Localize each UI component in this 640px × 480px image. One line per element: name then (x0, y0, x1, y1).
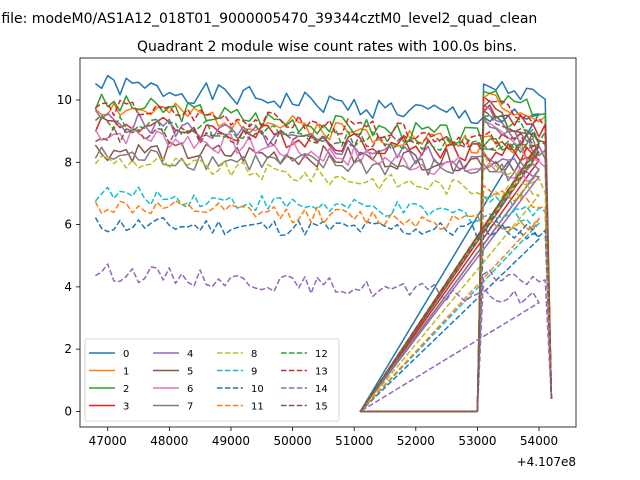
y-tick-label: 0 (64, 404, 72, 418)
legend-label: 2 (123, 384, 129, 395)
legend-label: 4 (187, 349, 193, 360)
series-line-13 (94, 95, 553, 413)
figure-suptitle: n file: modeM0/AS1A12_018T01_9000005470_… (0, 11, 537, 27)
series-line-14 (95, 263, 553, 413)
series-line-4 (94, 104, 553, 413)
legend-label: 12 (315, 349, 328, 360)
y-tick-label: 8 (64, 155, 72, 169)
legend-label: 9 (251, 367, 257, 378)
legend-label: 14 (315, 384, 328, 395)
legend-label: 13 (315, 367, 328, 378)
legend-label: 3 (123, 402, 129, 413)
legend-label: 7 (187, 402, 193, 413)
plot-lines (94, 74, 553, 413)
y-tick-label: 10 (57, 93, 72, 107)
y-tick-label: 4 (64, 280, 72, 294)
series-line-11 (94, 184, 553, 413)
legend-label: 1 (123, 367, 129, 378)
series-line-9 (94, 186, 553, 413)
x-tick-label: 50000 (273, 434, 311, 448)
legend-label: 5 (187, 367, 193, 378)
plot-frame (79, 57, 577, 428)
legend-label: 15 (315, 402, 328, 413)
series-line-3 (94, 104, 553, 413)
series-line-12 (94, 114, 553, 413)
series-line-0 (94, 74, 553, 413)
series-line-8 (94, 151, 553, 413)
x-tick-label: 53000 (458, 434, 496, 448)
legend-box (84, 338, 340, 422)
y-axis: 0 2 4 6 8 10 (57, 93, 80, 418)
x-tick-label: 47000 (89, 434, 127, 448)
chart-title: Quadrant 2 module wise count rates with … (137, 39, 517, 55)
x-tick-label: 52000 (397, 434, 435, 448)
legend-label: 11 (251, 402, 264, 413)
y-tick-label: 6 (64, 218, 72, 232)
legend-label: 0 (123, 349, 129, 360)
x-tick-label: 48000 (150, 434, 188, 448)
x-tick-label: 54000 (520, 434, 558, 448)
series-line-15 (95, 109, 553, 413)
x-offset-label: +4.107e8 (517, 455, 576, 469)
legend-label: 6 (187, 384, 193, 395)
x-axis: 47000 48000 49000 50000 51000 52000 53000 54000 (89, 427, 558, 448)
x-tick-label: 51000 (335, 434, 373, 448)
legend-label: 10 (251, 384, 264, 395)
x-tick-label: 49000 (212, 434, 250, 448)
y-tick-label: 2 (64, 342, 72, 356)
series-line-10 (94, 216, 553, 413)
legend-label: 8 (251, 349, 257, 360)
